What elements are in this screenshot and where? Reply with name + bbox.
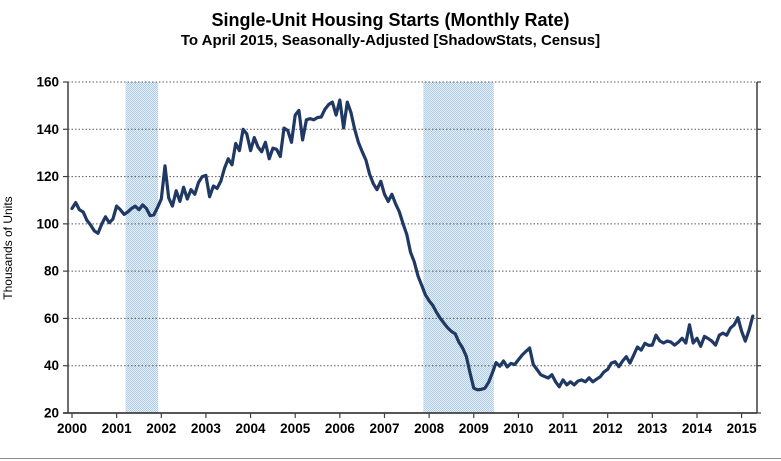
y-tick-label: 160 (36, 75, 59, 90)
x-tick-label: 2003 (191, 421, 222, 436)
y-tick-label: 120 (36, 169, 59, 184)
x-tick-label: 2011 (548, 421, 578, 436)
x-tick-label: 2001 (102, 421, 133, 436)
x-tick-label: 2015 (727, 421, 758, 436)
y-tick-label: 40 (44, 358, 59, 373)
x-tick-label: 2013 (637, 421, 668, 436)
recession-band (125, 82, 159, 413)
y-tick-label: 80 (44, 264, 59, 279)
x-tick-label: 2014 (682, 421, 713, 436)
y-tick-label: 20 (44, 406, 59, 421)
x-tick-label: 2010 (503, 421, 533, 436)
recession-band (423, 82, 494, 413)
chart-title: Single-Unit Housing Starts (Monthly Rate… (211, 10, 570, 30)
x-tick-label: 2005 (280, 421, 311, 436)
x-tick-label: 2007 (369, 421, 399, 436)
x-tick-label: 2009 (459, 421, 489, 436)
x-tick-label: 2012 (593, 421, 623, 436)
y-tick-label: 100 (36, 216, 59, 231)
chart-subtitle: To April 2015, Seasonally-Adjusted [Shad… (180, 32, 601, 49)
y-tick-label: 60 (44, 311, 59, 326)
y-tick-label: 140 (36, 122, 59, 137)
x-tick-label: 2006 (325, 421, 356, 436)
y-axis-title: Thousands of Units (1, 196, 15, 300)
x-tick-label: 2002 (146, 421, 176, 436)
x-tick-label: 2004 (236, 421, 267, 436)
housing-starts-line (70, 98, 755, 392)
x-tick-label: 2008 (414, 421, 445, 436)
bottom-rule (0, 458, 781, 459)
x-tick-label: 2000 (57, 421, 87, 436)
